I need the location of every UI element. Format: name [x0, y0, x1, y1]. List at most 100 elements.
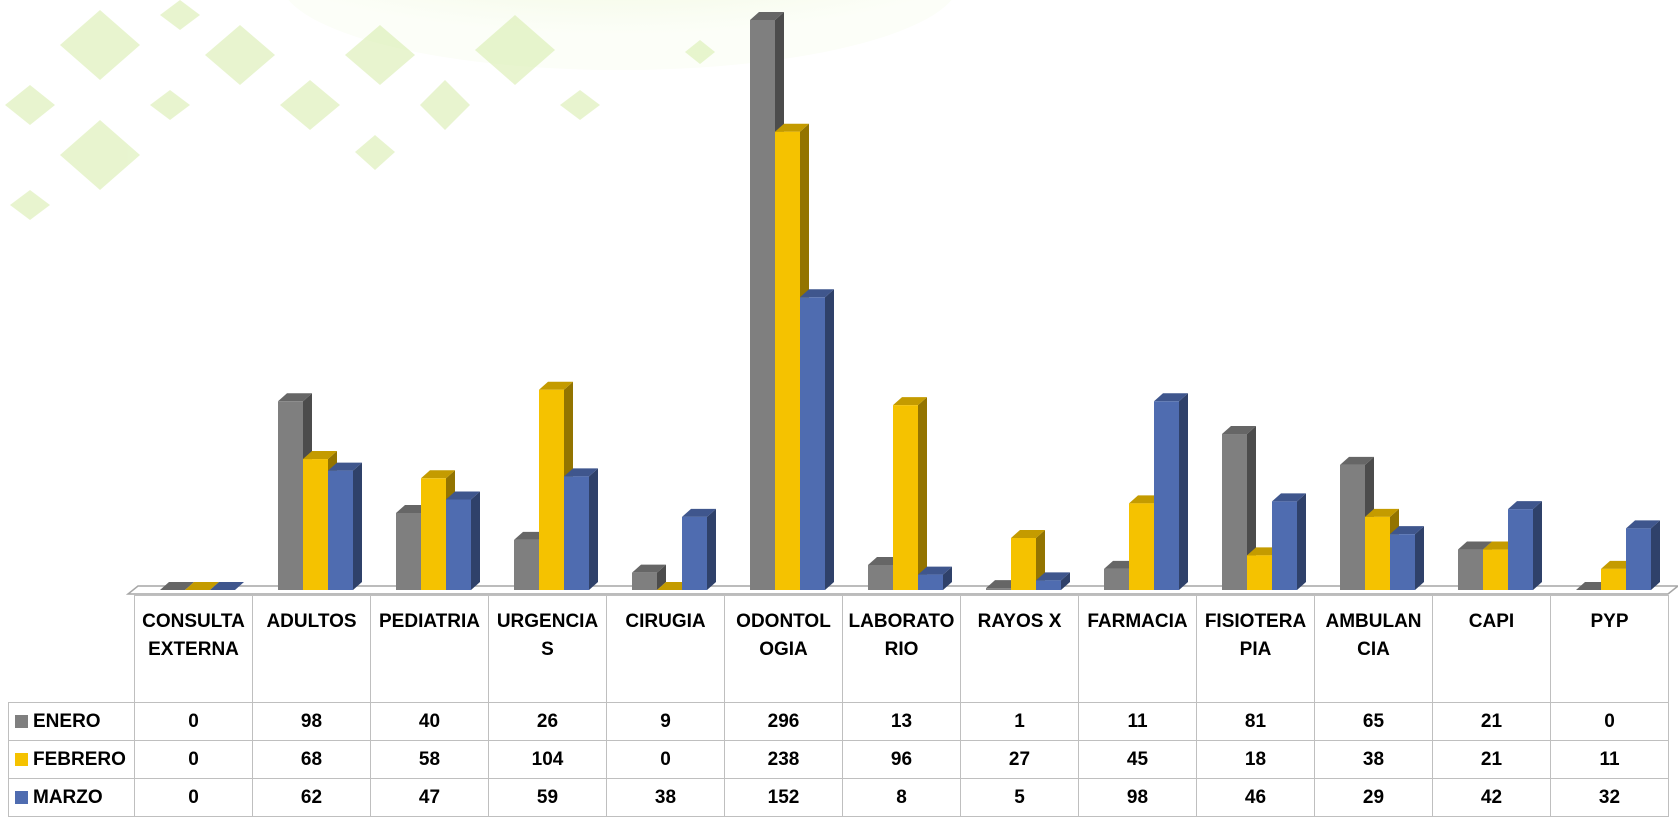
bar	[750, 20, 775, 590]
category-label: PEDIATRIA	[371, 596, 489, 703]
category-label: ADULTOS	[253, 596, 371, 703]
data-cell: 0	[135, 741, 253, 779]
bar-side	[1297, 493, 1306, 590]
bar-side	[589, 468, 598, 590]
data-cell: 0	[135, 703, 253, 741]
bar	[800, 297, 825, 590]
data-cell: 9	[607, 703, 725, 741]
bar	[1508, 509, 1533, 590]
data-cell: 32	[1551, 779, 1669, 817]
data-cell: 11	[1551, 741, 1669, 779]
data-cell: 26	[489, 703, 607, 741]
legend-key	[15, 791, 28, 804]
category-label: RAYOS X	[961, 596, 1079, 703]
bar	[1626, 528, 1651, 590]
category-label: CAPI	[1433, 596, 1551, 703]
data-cell: 65	[1315, 703, 1433, 741]
legend-entry: MARZO	[9, 779, 135, 817]
data-cell: 81	[1197, 703, 1315, 741]
data-cell: 0	[607, 741, 725, 779]
bar	[564, 476, 589, 590]
data-cell: 98	[253, 703, 371, 741]
bar	[1601, 569, 1626, 590]
bar-side	[825, 289, 834, 590]
data-cell: 47	[371, 779, 489, 817]
data-cell: 58	[371, 741, 489, 779]
bar	[893, 405, 918, 590]
data-cell: 38	[1315, 741, 1433, 779]
data-cell: 104	[489, 741, 607, 779]
data-cell: 152	[725, 779, 843, 817]
legend-label: FEBRERO	[33, 749, 126, 770]
legend-entry: FEBRERO	[9, 741, 135, 779]
data-cell: 8	[843, 779, 961, 817]
legend-label: MARZO	[33, 787, 103, 808]
data-cell: 96	[843, 741, 961, 779]
bar	[1247, 555, 1272, 590]
data-cell: 0	[1551, 703, 1669, 741]
category-label: LABORATORIO	[843, 596, 961, 703]
category-label: CONSULTA EXTERNA	[135, 596, 253, 703]
category-label: FISIOTERAPIA	[1197, 596, 1315, 703]
bar-side	[471, 491, 480, 590]
bar-side	[1651, 520, 1660, 590]
background-decoration	[5, 0, 960, 220]
bar	[1458, 550, 1483, 590]
blank-cell	[9, 596, 135, 703]
data-cell: 1	[961, 703, 1079, 741]
bar-side	[1533, 501, 1542, 590]
bar	[918, 575, 943, 590]
bar	[539, 390, 564, 590]
data-cell: 11	[1079, 703, 1197, 741]
bar	[1340, 465, 1365, 590]
data-cell: 27	[961, 741, 1079, 779]
bar	[775, 132, 800, 590]
data-table: CONSULTA EXTERNAADULTOSPEDIATRIAURGENCIA…	[8, 595, 1669, 817]
category-label: AMBULANCIA	[1315, 596, 1433, 703]
bar	[1222, 434, 1247, 590]
bar	[303, 459, 328, 590]
data-cell: 296	[725, 703, 843, 741]
category-label: PYP	[1551, 596, 1669, 703]
bar	[1365, 517, 1390, 590]
bar	[328, 471, 353, 590]
legend-label: ENERO	[33, 711, 101, 732]
data-cell: 45	[1079, 741, 1197, 779]
bar	[868, 565, 893, 590]
bar	[396, 513, 421, 590]
bar	[421, 478, 446, 590]
bar	[682, 517, 707, 590]
data-cell: 18	[1197, 741, 1315, 779]
data-cell: 238	[725, 741, 843, 779]
data-cell: 21	[1433, 741, 1551, 779]
category-label: FARMACIA	[1079, 596, 1197, 703]
bar	[1272, 501, 1297, 590]
data-cell: 46	[1197, 779, 1315, 817]
bar	[1483, 550, 1508, 590]
data-cell: 0	[135, 779, 253, 817]
bar	[632, 573, 657, 590]
series-row: MARZO062475938152859846294232	[9, 779, 1669, 817]
category-label: CIRUGIA	[607, 596, 725, 703]
data-cell: 59	[489, 779, 607, 817]
data-cell: 62	[253, 779, 371, 817]
data-cell: 13	[843, 703, 961, 741]
data-cell: 40	[371, 703, 489, 741]
data-cell: 68	[253, 741, 371, 779]
bar-side	[353, 463, 362, 590]
category-label: URGENCIAS	[489, 596, 607, 703]
bar	[278, 401, 303, 590]
bar-side	[707, 509, 716, 590]
bar	[1390, 534, 1415, 590]
bar	[1011, 538, 1036, 590]
data-cell: 42	[1433, 779, 1551, 817]
bar	[514, 540, 539, 590]
data-cell: 29	[1315, 779, 1433, 817]
data-cell: 38	[607, 779, 725, 817]
legend-entry: ENERO	[9, 703, 135, 741]
data-cell: 21	[1433, 703, 1551, 741]
bar	[1036, 580, 1061, 590]
